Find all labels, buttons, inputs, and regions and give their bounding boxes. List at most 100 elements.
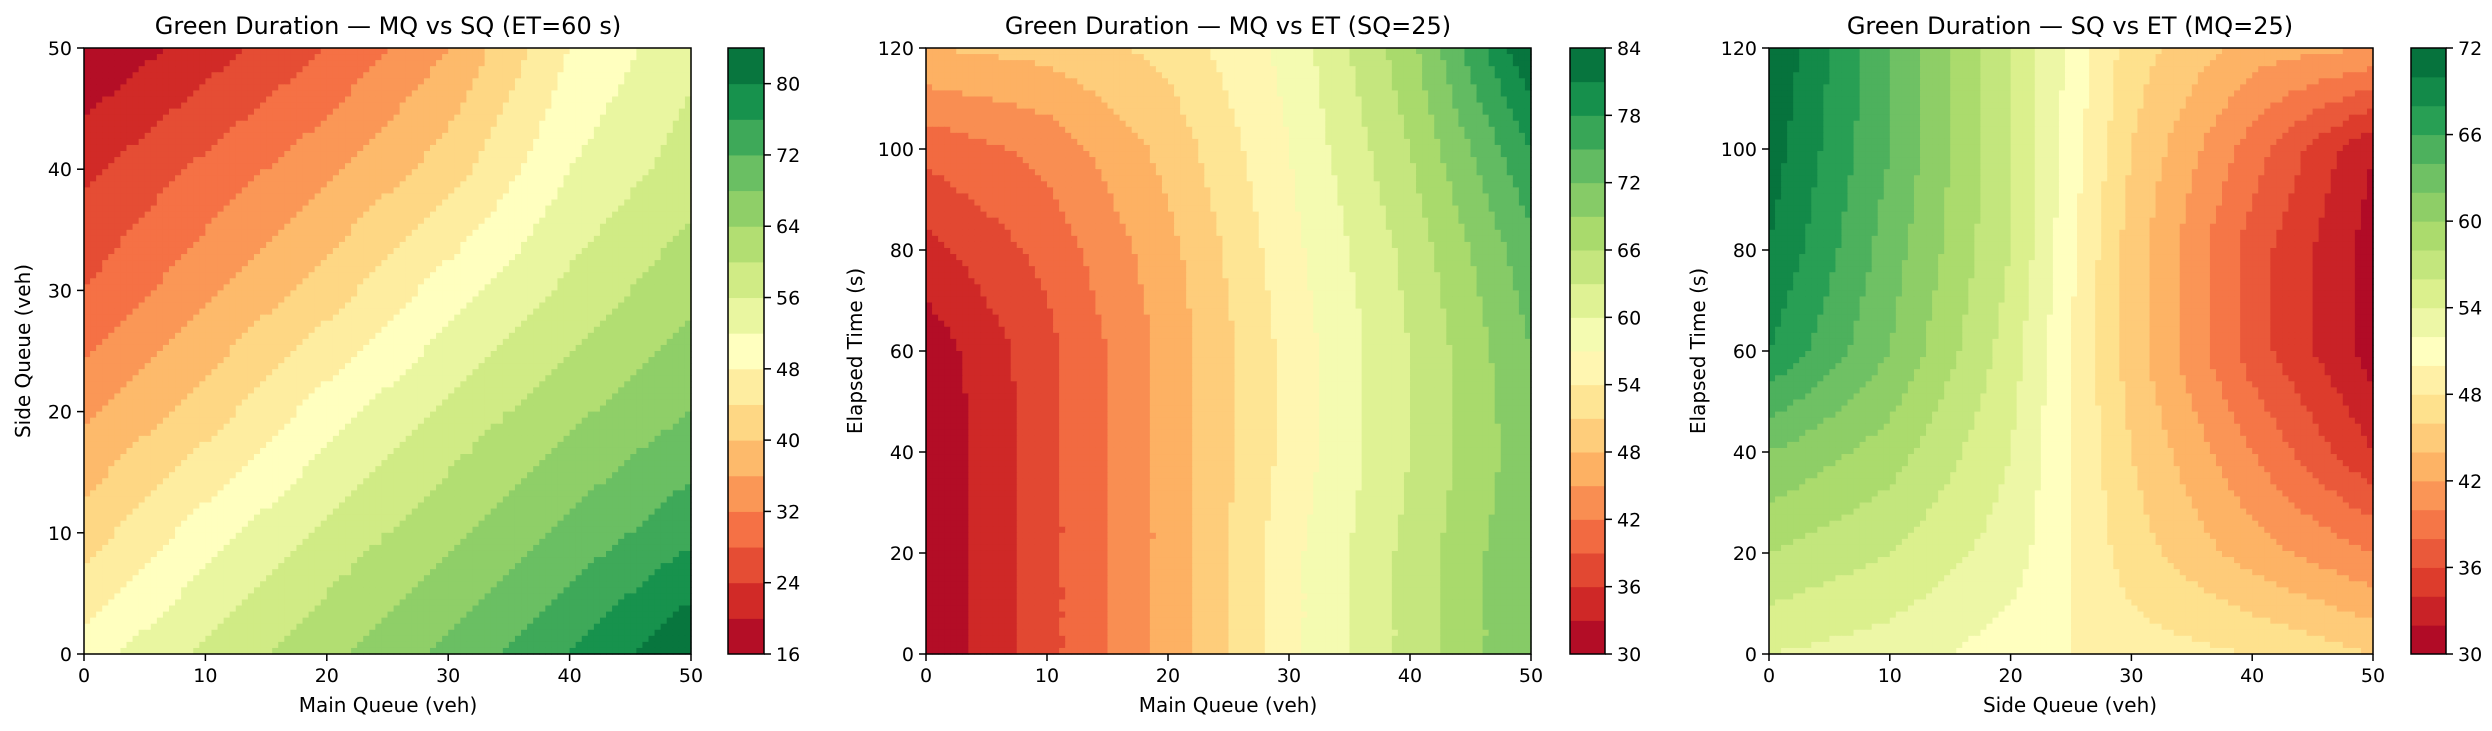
contour-cell xyxy=(661,151,668,158)
contour-cell xyxy=(442,96,449,103)
contour-cell xyxy=(418,309,425,316)
contour-cell xyxy=(394,345,401,352)
contour-cell xyxy=(193,296,200,303)
contour-cell xyxy=(388,339,395,346)
contour-cell xyxy=(321,109,328,116)
contour-cell xyxy=(345,218,352,225)
contour-cell xyxy=(369,296,376,303)
contour-cell xyxy=(661,133,668,140)
contour-cell xyxy=(636,78,643,85)
contour-cell xyxy=(472,72,479,79)
contour-cell xyxy=(315,303,322,310)
contour-cell xyxy=(418,303,425,310)
contour-cell xyxy=(406,321,413,328)
contour-cell xyxy=(333,254,340,261)
contour-cell xyxy=(254,139,261,146)
contour-cell xyxy=(199,48,206,55)
contour-cell xyxy=(260,175,267,182)
contour-cell xyxy=(242,109,249,116)
contour-cell xyxy=(327,321,334,328)
contour-cell xyxy=(205,175,212,182)
contour-cell xyxy=(424,96,431,103)
contour-cell xyxy=(679,224,686,231)
contour-cell xyxy=(388,127,395,134)
contour-cell xyxy=(242,284,249,291)
contour-cell xyxy=(296,115,303,122)
contour-cell xyxy=(278,175,285,182)
contour-cell xyxy=(327,230,334,237)
contour-cell xyxy=(315,218,322,225)
contour-cell xyxy=(363,278,370,285)
contour-cell xyxy=(655,333,662,340)
contour-cell xyxy=(545,169,552,176)
contour-cell xyxy=(521,151,528,158)
contour-cell xyxy=(272,260,279,267)
contour-cell xyxy=(211,127,218,134)
contour-cell xyxy=(248,254,255,261)
contour-cell xyxy=(205,303,212,310)
contour-cell xyxy=(369,48,376,55)
contour-cell xyxy=(108,200,115,207)
contour-cell xyxy=(290,145,297,152)
contour-cell xyxy=(199,78,206,85)
contour-cell xyxy=(570,115,577,122)
contour-cell xyxy=(278,121,285,128)
contour-cell xyxy=(545,284,552,291)
contour-cell xyxy=(539,181,546,188)
contour-cell xyxy=(90,103,97,110)
contour-cell xyxy=(290,163,297,170)
contour-cell xyxy=(327,133,334,140)
contour-cell xyxy=(394,157,401,164)
contour-cell xyxy=(351,248,358,255)
contour-cell xyxy=(193,303,200,310)
contour-cell xyxy=(570,127,577,134)
contour-cell xyxy=(570,139,577,146)
contour-cell xyxy=(260,212,267,219)
contour-cell xyxy=(266,278,273,285)
contour-cell xyxy=(430,72,437,79)
contour-cell xyxy=(661,103,668,110)
contour-cell xyxy=(218,290,225,297)
contour-cell xyxy=(576,60,583,67)
contour-cell xyxy=(236,151,243,158)
contour-cell xyxy=(102,260,109,267)
contour-cell xyxy=(564,315,571,322)
contour-cell xyxy=(242,266,249,273)
contour-cell xyxy=(205,78,212,85)
contour-cell xyxy=(430,84,437,91)
contour-cell xyxy=(327,66,334,73)
contour-cell xyxy=(120,175,127,182)
contour-cell xyxy=(515,290,522,297)
contour-cell xyxy=(424,115,431,122)
contour-cell xyxy=(442,266,449,273)
contour-cell xyxy=(351,163,358,170)
contour-cell xyxy=(594,133,601,140)
contour-cell xyxy=(254,90,261,97)
contour-cell xyxy=(618,333,625,340)
contour-cell xyxy=(394,84,401,91)
contour-cell xyxy=(630,200,637,207)
contour-cell xyxy=(114,303,121,310)
contour-cell xyxy=(260,145,267,152)
contour-cell xyxy=(466,254,473,261)
contour-cell xyxy=(642,200,649,207)
contour-cell xyxy=(96,218,103,225)
contour-cell xyxy=(327,303,334,310)
contour-cell xyxy=(327,193,334,200)
contour-cell xyxy=(533,48,540,55)
contour-cell xyxy=(218,212,225,219)
contour-cell xyxy=(497,181,504,188)
contour-cell xyxy=(424,48,431,55)
contour-cell xyxy=(618,284,625,291)
contour-cell xyxy=(187,345,194,352)
contour-cell xyxy=(224,115,231,122)
contour-cell xyxy=(248,303,255,310)
contour-cell xyxy=(430,266,437,273)
contour-cell xyxy=(193,309,200,316)
contour-cell xyxy=(448,278,455,285)
contour-cell xyxy=(479,163,486,170)
contour-cell xyxy=(642,187,649,194)
contour-cell xyxy=(600,327,607,334)
contour-cell xyxy=(582,48,589,55)
contour-cell xyxy=(145,157,152,164)
